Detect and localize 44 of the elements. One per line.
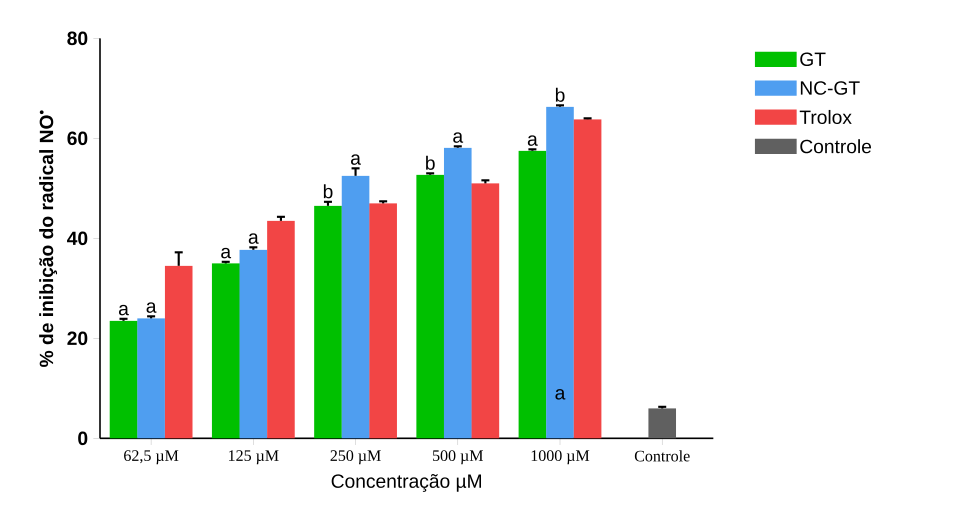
bar — [546, 106, 574, 438]
data-label: a — [453, 132, 464, 143]
x-tick-label: Controle — [634, 450, 690, 462]
y-axis-title: % de inibição do radical NO$^{•}$ — [39, 110, 58, 367]
legend-label: Trolox — [800, 110, 852, 124]
x-tick-label: 62,5 µM — [124, 450, 178, 464]
bar — [110, 320, 138, 438]
bar — [342, 176, 370, 438]
data-label: a — [118, 304, 129, 316]
legend-label: NC-GT — [800, 81, 860, 95]
annotation: a — [555, 389, 566, 400]
x-axis-title: Concentração µM — [332, 474, 482, 492]
x-tick-label: 1000 µM — [532, 450, 590, 464]
y-tick-label: 60 — [67, 132, 88, 146]
data-label: a — [351, 154, 361, 165]
bar — [444, 148, 472, 438]
bar — [240, 250, 268, 438]
y-tick-label: 40 — [67, 232, 88, 246]
bar — [648, 408, 676, 438]
bar — [369, 203, 397, 438]
bar — [416, 174, 444, 438]
data-label: a — [248, 233, 259, 244]
bar — [164, 266, 193, 438]
x-tick-label: 250 µM — [330, 450, 381, 464]
bar — [212, 263, 240, 438]
data-label: b — [324, 184, 332, 198]
data-label: b — [556, 88, 565, 102]
data-label: a — [528, 135, 538, 146]
x-tick-label: 500 µM — [432, 450, 484, 464]
data-label: a — [146, 302, 156, 313]
x-tick-label: 125 µM — [229, 450, 279, 464]
bar — [574, 119, 602, 438]
bar — [314, 206, 342, 438]
y-tick-label: 80 — [67, 32, 88, 46]
bar — [518, 150, 546, 438]
bar — [137, 318, 165, 438]
bar — [267, 220, 295, 438]
bar — [472, 183, 500, 438]
y-tick-label: 20 — [67, 332, 88, 346]
legend-label: GT — [800, 52, 826, 66]
y-tick-label: 0 — [78, 432, 88, 446]
legend-label: Controle — [800, 139, 872, 154]
data-label: b — [426, 156, 435, 170]
data-label: a — [221, 248, 232, 258]
